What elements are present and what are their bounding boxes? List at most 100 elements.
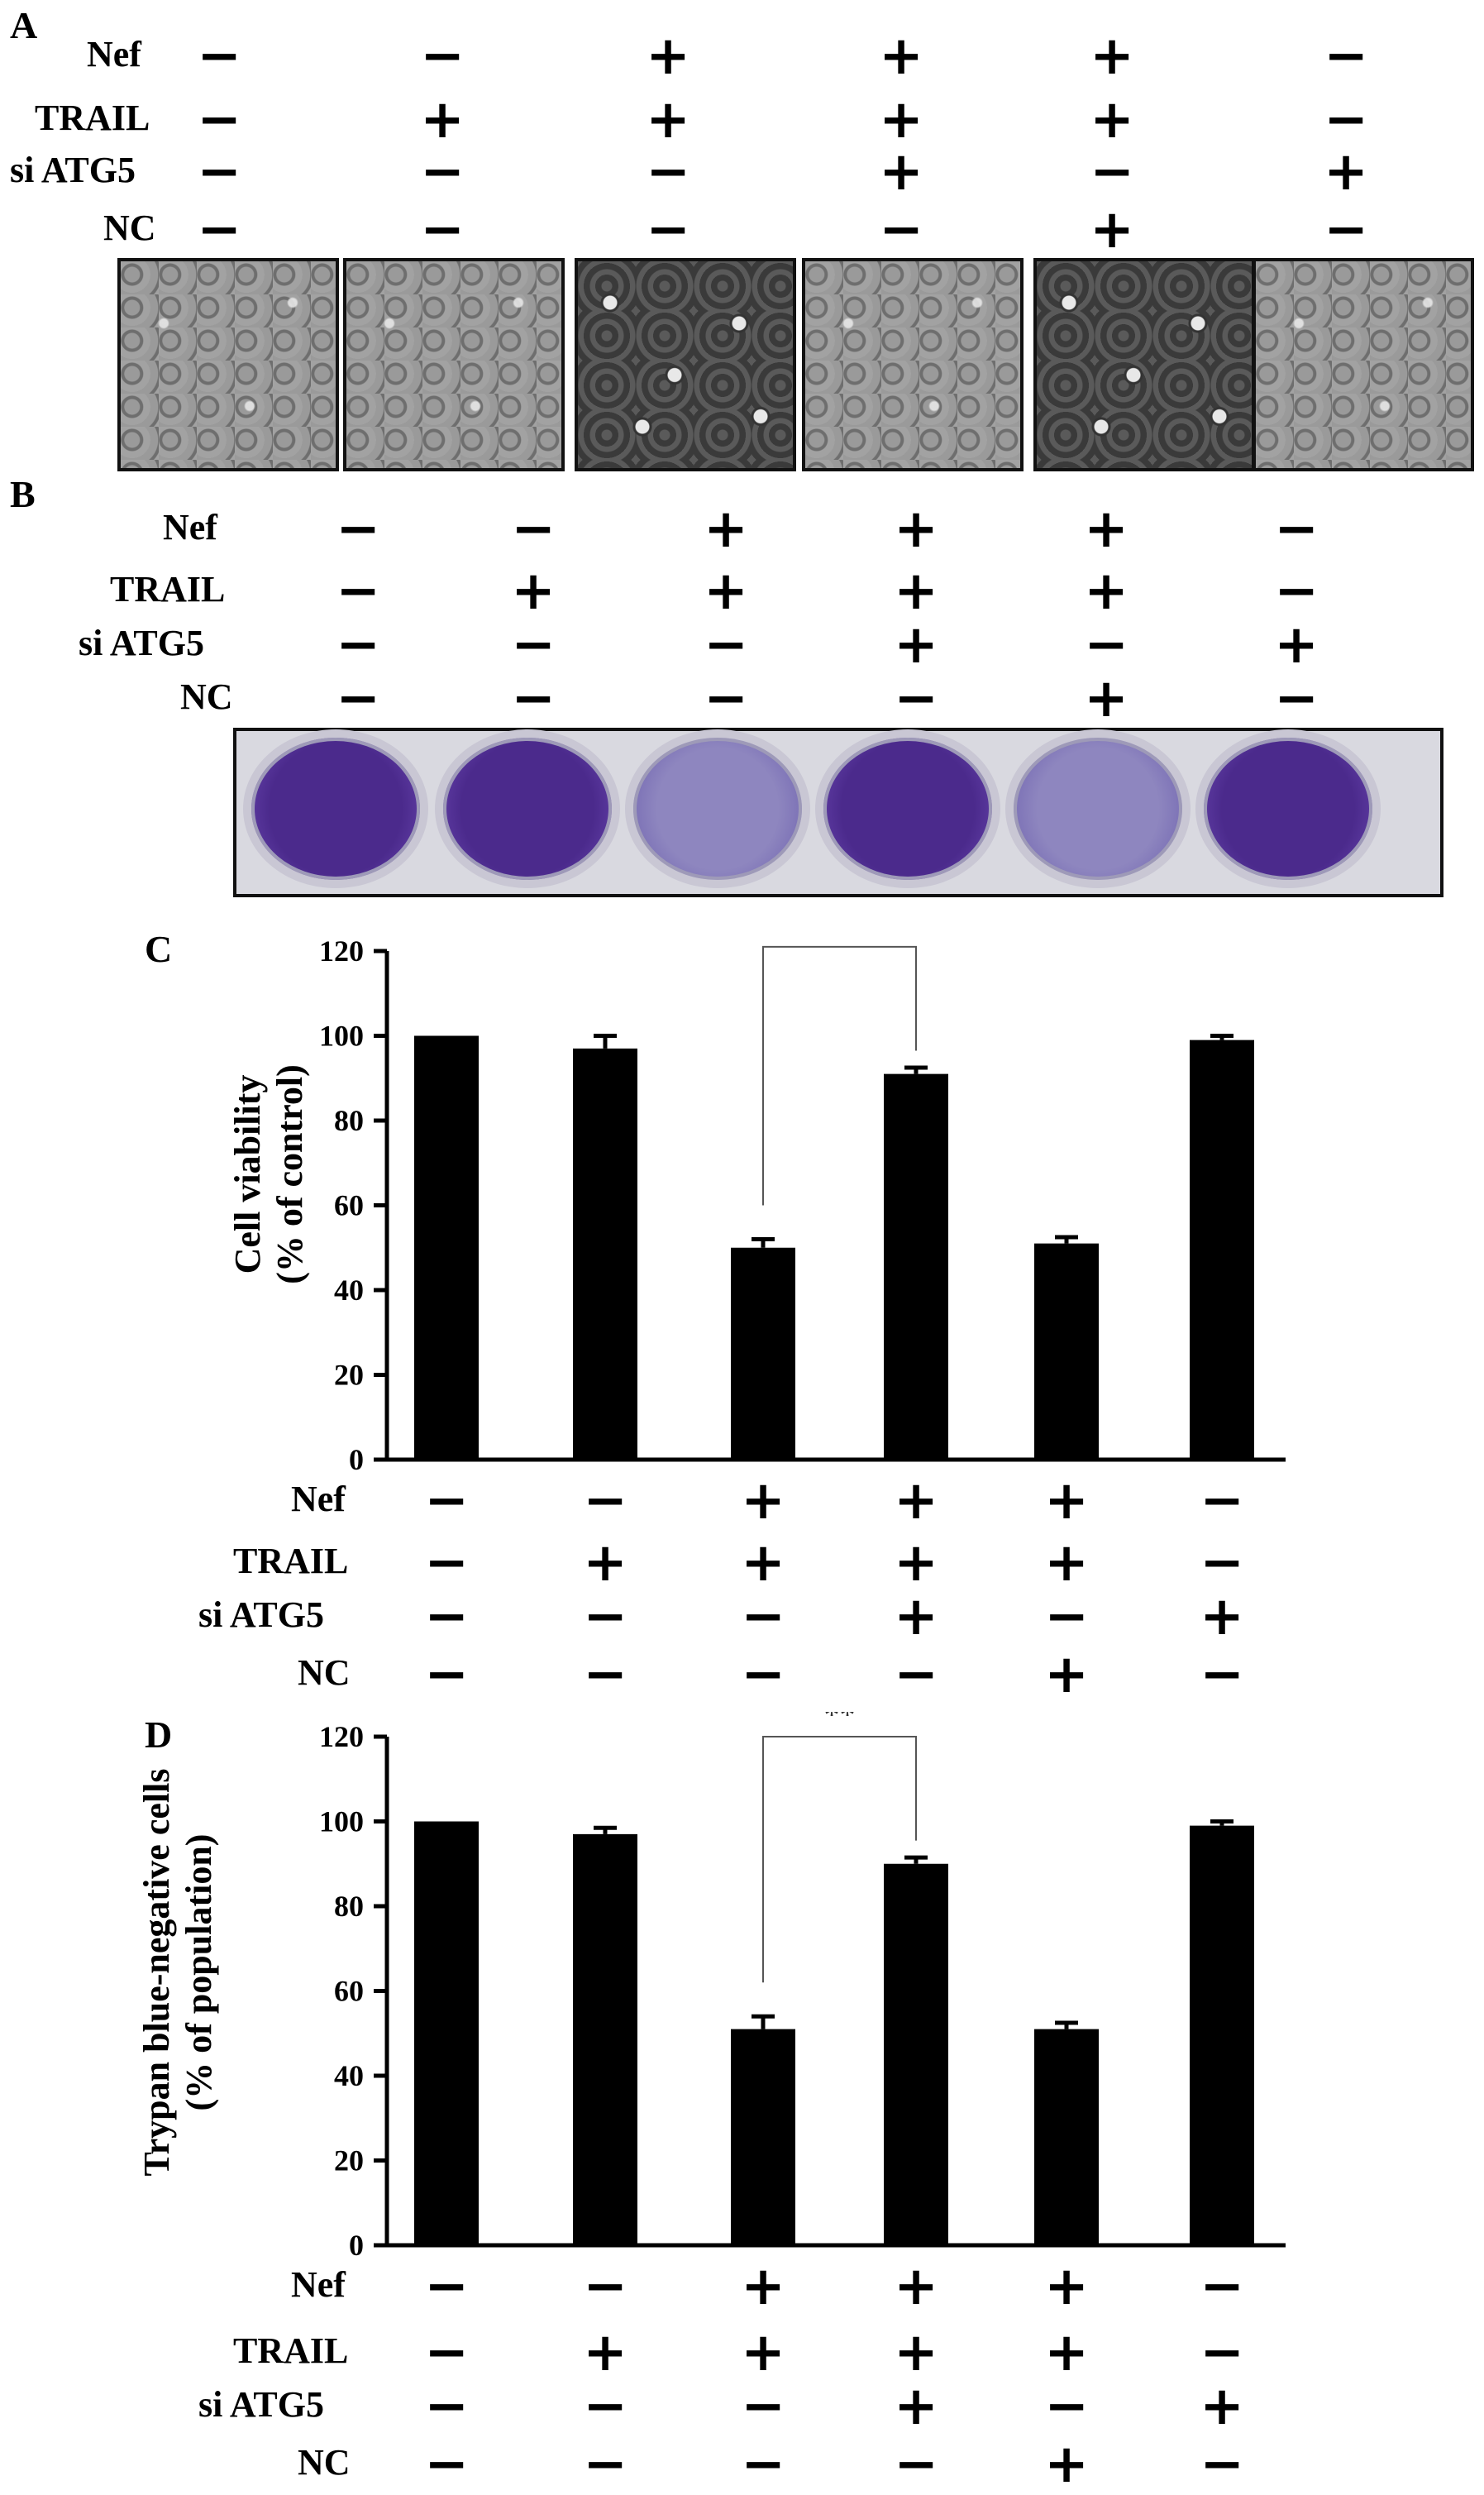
condition-symbol: − xyxy=(1274,561,1319,622)
y-tick-label: 100 xyxy=(319,1020,364,1053)
condition-symbol: + xyxy=(420,89,465,151)
condition-symbol: − xyxy=(424,2256,469,2317)
condition-symbol: + xyxy=(511,561,556,622)
condition-symbol: − xyxy=(197,141,241,203)
condition-symbol: − xyxy=(879,199,923,260)
condition-symbol: − xyxy=(424,2322,469,2383)
micrograph-1 xyxy=(117,258,339,471)
row-label-nef: Nef xyxy=(291,1479,346,1519)
condition-symbol: − xyxy=(420,26,465,87)
condition-symbol: − xyxy=(1274,668,1319,729)
condition-symbol: − xyxy=(646,141,690,203)
condition-symbol: − xyxy=(197,26,241,87)
well-4 xyxy=(815,729,1000,888)
condition-symbol: + xyxy=(741,2322,785,2383)
condition-symbol: + xyxy=(879,89,923,151)
condition-symbol: − xyxy=(511,499,556,560)
condition-symbol: − xyxy=(741,1586,785,1647)
bar-6 xyxy=(1190,1825,1254,2245)
well-1 xyxy=(243,729,428,888)
y-tick-label: 120 xyxy=(319,1720,364,1753)
condition-symbol: − xyxy=(1200,1470,1244,1532)
panel-d-label: D xyxy=(145,1714,173,1756)
well-6 xyxy=(1195,729,1381,888)
y-tick-label: 40 xyxy=(334,2059,364,2092)
row-label-nc: NC xyxy=(298,1652,351,1693)
condition-symbol: − xyxy=(1200,2322,1244,2383)
condition-symbol: + xyxy=(1044,1470,1089,1532)
condition-symbol: − xyxy=(646,199,690,260)
row-label-siatg5: si ATG5 xyxy=(79,623,205,663)
condition-symbol: + xyxy=(879,26,923,87)
condition-symbol: + xyxy=(894,1586,938,1647)
condition-symbol: + xyxy=(1044,2434,1089,2495)
row-label-nef: Nef xyxy=(87,34,141,74)
condition-symbol: − xyxy=(583,2256,627,2317)
condition-symbol: + xyxy=(1084,668,1129,729)
row-label-siatg5: si ATG5 xyxy=(10,150,136,190)
condition-symbol: − xyxy=(424,2434,469,2495)
condition-symbol: − xyxy=(511,668,556,729)
condition-symbol: + xyxy=(1044,2322,1089,2383)
condition-symbol: + xyxy=(1084,499,1129,560)
condition-symbol: + xyxy=(741,2256,785,2317)
condition-symbol: + xyxy=(741,1470,785,1532)
y-tick-label: 60 xyxy=(334,1975,364,2008)
condition-symbol: + xyxy=(741,1532,785,1594)
condition-symbol: − xyxy=(336,614,380,676)
y-tick-label: 60 xyxy=(334,1189,364,1222)
y-tick-label: 100 xyxy=(319,1805,364,1838)
micrograph-2 xyxy=(343,258,565,471)
condition-symbol: + xyxy=(894,499,938,560)
bar-1 xyxy=(414,1035,479,1460)
condition-symbol: + xyxy=(1274,614,1319,676)
condition-symbol: − xyxy=(336,668,380,729)
condition-symbol: − xyxy=(1200,2434,1244,2495)
condition-symbol: + xyxy=(583,1532,627,1594)
condition-symbol: − xyxy=(420,141,465,203)
condition-symbol: + xyxy=(894,561,938,622)
y-tick-label: 20 xyxy=(334,1359,364,1392)
condition-symbol: − xyxy=(741,2376,785,2437)
y-tick-label: 40 xyxy=(334,1274,364,1307)
condition-symbol: − xyxy=(704,614,748,676)
condition-symbol: + xyxy=(646,89,690,151)
condition-symbol: + xyxy=(1200,1586,1244,1647)
bar-2 xyxy=(573,1833,637,2245)
condition-symbol: − xyxy=(424,2376,469,2437)
condition-symbol: − xyxy=(1274,499,1319,560)
condition-symbol: + xyxy=(704,499,748,560)
y-tick-label: 20 xyxy=(334,2144,364,2177)
well-5 xyxy=(1005,729,1191,888)
row-label-siatg5: si ATG5 xyxy=(198,2384,325,2425)
condition-symbol: − xyxy=(894,668,938,729)
condition-symbol: − xyxy=(511,614,556,676)
condition-symbol: + xyxy=(894,1470,938,1532)
condition-symbol: + xyxy=(1044,1644,1089,1705)
row-label-nef: Nef xyxy=(291,2264,346,2305)
panel-a-label: A xyxy=(10,4,38,46)
condition-symbol: + xyxy=(704,561,748,622)
condition-symbol: + xyxy=(646,26,690,87)
row-label-nc: NC xyxy=(180,676,233,717)
condition-symbol: − xyxy=(1044,1586,1089,1647)
micrograph-4 xyxy=(802,258,1024,471)
bar-4 xyxy=(884,1863,948,2245)
micrograph-5 xyxy=(1033,258,1255,471)
y-tick-label: 80 xyxy=(334,1104,364,1137)
condition-symbol: − xyxy=(424,1644,469,1705)
condition-symbol: − xyxy=(1324,26,1368,87)
condition-symbol: + xyxy=(894,2376,938,2437)
condition-symbol: − xyxy=(583,1644,627,1705)
condition-symbol: − xyxy=(336,499,380,560)
micrograph-6 xyxy=(1253,258,1474,471)
condition-symbol: + xyxy=(1200,2376,1244,2437)
condition-symbol: − xyxy=(741,1644,785,1705)
condition-symbol: + xyxy=(1090,89,1134,151)
micrograph-3 xyxy=(575,258,796,471)
condition-symbol: − xyxy=(1090,141,1134,203)
condition-symbol: + xyxy=(1090,199,1134,260)
panel-c-label: C xyxy=(145,928,173,970)
condition-symbol: + xyxy=(1090,26,1134,87)
condition-symbol: + xyxy=(1044,1532,1089,1594)
